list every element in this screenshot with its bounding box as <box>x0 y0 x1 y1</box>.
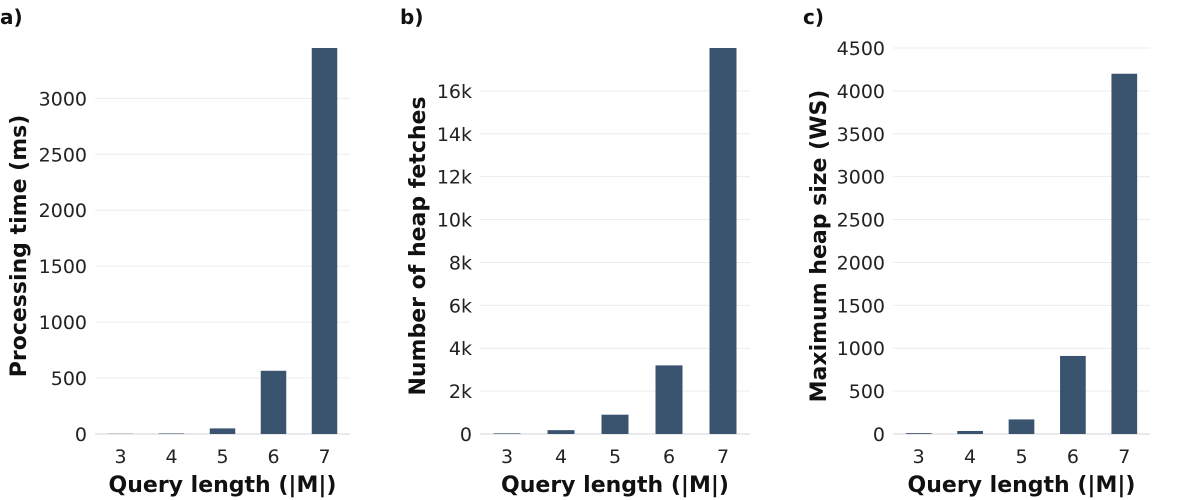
x-tick-label: 5 <box>216 446 228 468</box>
y-axis-title: Processing time (ms) <box>7 115 32 378</box>
x-tick-label: 7 <box>717 446 729 468</box>
bar <box>1060 355 1086 434</box>
y-tick-label: 500 <box>849 381 885 403</box>
y-tick-label: 4000 <box>837 81 885 103</box>
chart-panel-b: b) 0 2k 4k 6k 8k 10k 12k 14k 16k 3 4 5 6 7 Query length… <box>400 5 750 498</box>
chart-panel-c: c) 0 500 1000 1500 2000 2500 3000 3500 4000 4500 3 4… <box>803 5 1150 498</box>
chart-panel-a: a) 0 500 1000 1500 2000 2500 3000 3 4 5 6 7 Query len… <box>0 5 350 498</box>
y-tick-label: 3000 <box>837 167 885 189</box>
x-tick-label: 7 <box>1118 446 1130 468</box>
y-tick-label: 2000 <box>39 200 87 222</box>
y-tick-label: 1000 <box>39 312 87 334</box>
bar <box>601 414 629 434</box>
x-axis-title: Query length (|M|) <box>908 473 1136 498</box>
y-tick-label: 8k <box>449 252 472 274</box>
bar <box>957 430 983 434</box>
bar <box>493 433 521 434</box>
y-tick-label: 2500 <box>39 144 87 166</box>
y-tick-label: 1000 <box>837 338 885 360</box>
y-tick-label: 16k <box>437 81 472 103</box>
y-tick-label: 6k <box>449 295 472 317</box>
x-tick-label: 6 <box>1067 446 1079 468</box>
x-axis-title: Query length (|M|) <box>109 473 337 498</box>
x-tick-label: 5 <box>1015 446 1027 468</box>
y-tick-label: 0 <box>873 424 885 446</box>
y-tick-label: 3000 <box>39 88 87 110</box>
y-tick-label: 3500 <box>837 124 885 146</box>
panel-label: b) <box>400 5 423 29</box>
x-tick-label: 6 <box>267 446 279 468</box>
y-tick-label: 2k <box>449 381 472 403</box>
x-tick-label: 7 <box>318 446 330 468</box>
y-tick-label: 500 <box>51 368 87 390</box>
bar <box>709 48 737 434</box>
x-tick-label: 6 <box>663 446 675 468</box>
bar <box>655 365 683 434</box>
panel-label: a) <box>0 5 23 29</box>
y-axis-title: Number of heap fetches <box>406 96 431 395</box>
x-tick-label: 3 <box>913 446 925 468</box>
bar <box>905 433 932 434</box>
x-tick-label: 4 <box>555 446 567 468</box>
y-tick-label: 1500 <box>39 256 87 278</box>
x-tick-label: 3 <box>114 446 126 468</box>
x-tick-label: 3 <box>501 446 513 468</box>
bar <box>209 428 236 434</box>
x-tick-label: 5 <box>609 446 621 468</box>
bar <box>260 370 287 434</box>
y-tick-label: 2500 <box>837 210 885 232</box>
y-tick-label: 10k <box>437 210 472 232</box>
y-tick-label: 4500 <box>837 38 885 60</box>
y-tick-label: 12k <box>437 167 472 189</box>
y-tick-label: 1500 <box>837 295 885 317</box>
bar <box>547 430 575 434</box>
bar <box>158 433 185 434</box>
panel-label: c) <box>803 5 824 29</box>
x-axis-title: Query length (|M|) <box>501 473 729 498</box>
x-tick-label: 4 <box>964 446 976 468</box>
y-axis-title: Maximum heap size (WS) <box>807 90 832 403</box>
y-tick-label: 4k <box>449 338 472 360</box>
bar <box>1008 419 1035 434</box>
y-tick-label: 2000 <box>837 252 885 274</box>
bar <box>1111 73 1138 434</box>
y-tick-label: 0 <box>460 424 472 446</box>
y-tick-label: 14k <box>437 124 472 146</box>
x-tick-label: 4 <box>165 446 177 468</box>
bar <box>311 48 338 434</box>
y-tick-label: 0 <box>75 424 87 446</box>
